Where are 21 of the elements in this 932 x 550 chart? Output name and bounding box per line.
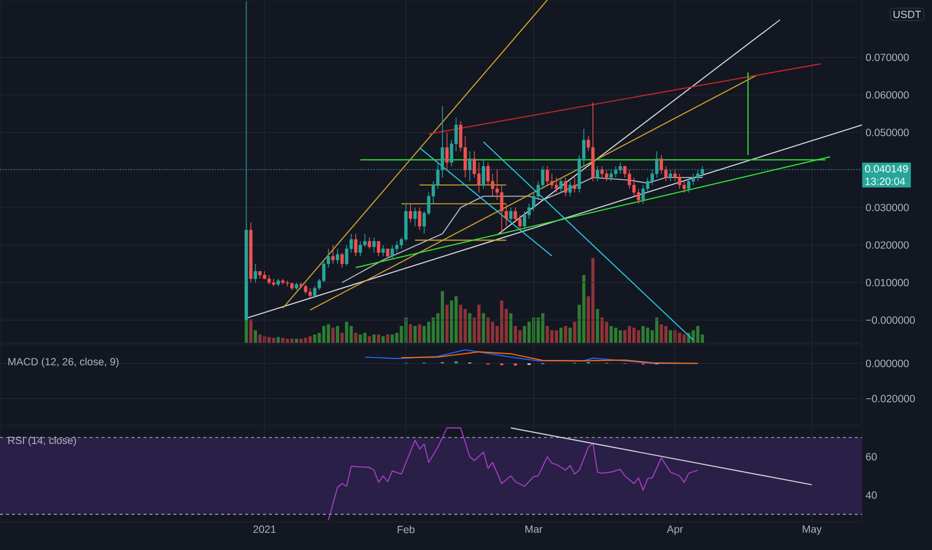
y-tick-label: 0.060000 <box>866 91 909 99</box>
y-tick-label: 0.000000 <box>866 360 909 368</box>
text: RSI (14, close) <box>8 436 76 446</box>
y-tick-label: 0.020000 <box>866 241 909 249</box>
x-tick-label: Apr <box>666 526 683 535</box>
y-tick-label: 0.030000 <box>866 204 909 212</box>
y-tick-label: 0.050000 <box>866 128 909 136</box>
y-tick-label: −0.000000 <box>866 316 915 324</box>
y-tick-label: 0.010000 <box>866 278 909 286</box>
y-tick-label: 40 <box>866 491 877 499</box>
x-tick-label: Mar <box>525 526 542 533</box>
x-tick-label: Feb <box>398 526 414 534</box>
ref-line-label: 0.040149 <box>865 165 908 173</box>
y-tick-label: 60 <box>866 453 877 460</box>
y-tick-label: 0.070000 <box>866 54 909 62</box>
text: 13:20:04 <box>866 178 906 185</box>
x-tick-label: May <box>802 526 822 535</box>
y-tick-label: −0.020000 <box>866 394 915 402</box>
text: USDT <box>894 10 922 18</box>
x-tick-label: 2021 <box>253 526 276 533</box>
text: MACD (12, 26, close, 9) <box>8 358 118 368</box>
